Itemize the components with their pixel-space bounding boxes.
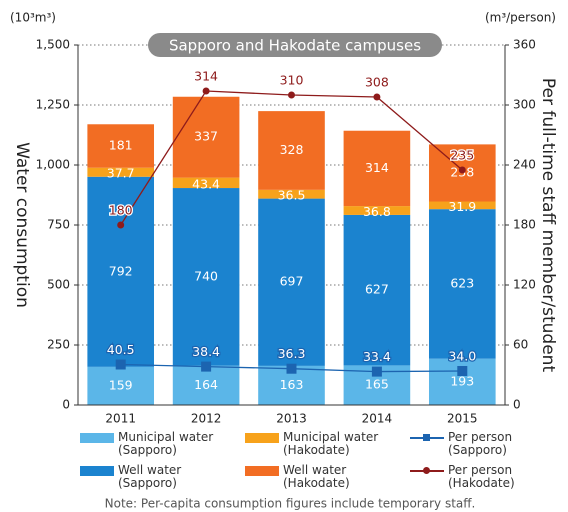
y-tick-label: 500 [47, 278, 70, 292]
y-tick-label: 1,250 [36, 98, 70, 112]
marker [457, 366, 468, 376]
marker [371, 366, 382, 377]
x-tick-label: 2013 [276, 412, 307, 426]
bar-segment [343, 214, 411, 366]
y-axis-label: Water consumption [12, 142, 32, 308]
data-label: 792 [109, 263, 133, 278]
bar-segment [87, 124, 155, 168]
y2-axis-label: Per full-time staff member/student [538, 78, 558, 373]
bar-segment [258, 198, 325, 366]
marker [373, 93, 381, 101]
y2-unit: (m³/person) [485, 11, 556, 25]
chart-title: Sapporo and Hakodate campuses [169, 37, 421, 55]
marker [458, 166, 466, 174]
legend-swatch [80, 433, 114, 443]
data-label: 193 [450, 373, 474, 388]
line-label: 38.4 [192, 344, 220, 359]
marker [117, 221, 125, 229]
bar-segment [258, 189, 325, 199]
data-label: 314 [365, 160, 389, 175]
bar-segment [172, 188, 240, 366]
legend-label: Per person (Sapporo) [448, 430, 513, 457]
data-label: 163 [280, 377, 304, 392]
line-label: 235 [450, 148, 474, 163]
bar-segment [172, 177, 240, 189]
legend-marker [423, 434, 430, 441]
y2-tick-label: 0 [513, 398, 521, 412]
legend-swatch [410, 467, 444, 474]
data-label: 31.9 [448, 199, 476, 214]
data-label: 181 [109, 137, 133, 152]
y2-tick-label: 240 [513, 158, 536, 172]
marker [202, 87, 210, 95]
legend-label: Well water (Hakodate) [283, 463, 350, 490]
legend-label: Municipal water (Sapporo) [118, 430, 214, 457]
line-label: 314 [194, 69, 218, 84]
marker [201, 361, 212, 372]
y2-tick-label: 120 [513, 278, 536, 292]
data-label: 328 [280, 142, 304, 157]
y2-tick-label: 360 [513, 38, 536, 52]
x-tick-label: 2011 [105, 412, 136, 426]
line-label: 34.0 [448, 349, 476, 364]
y-tick-label: 1,000 [36, 158, 70, 172]
bar-segment [258, 111, 325, 190]
marker [115, 359, 126, 370]
legend-swatch [245, 466, 279, 476]
data-label: 740 [194, 268, 218, 283]
x-tick-label: 2014 [362, 412, 393, 426]
bar-segment [172, 96, 240, 178]
y-unit: (10³m³) [10, 11, 56, 25]
legend-label: Per person (Hakodate) [448, 463, 515, 490]
x-tick-label: 2015 [447, 412, 478, 426]
line-label: 33.4 [363, 349, 391, 364]
y-tick-label: 1,500 [36, 38, 70, 52]
note: Note: Per-capita consumption figures inc… [105, 497, 476, 511]
bar-segment [87, 176, 155, 367]
legend-swatch [80, 466, 114, 476]
title-box [148, 33, 442, 57]
bar-segment [172, 365, 240, 405]
data-label: 37.7 [107, 166, 135, 181]
y-tick-label: 750 [47, 218, 70, 232]
data-label: 159 [109, 377, 133, 392]
y-tick-label: 0 [62, 398, 70, 412]
data-label: 623 [450, 275, 474, 290]
bar-segment [343, 206, 411, 215]
line-label: 36.3 [278, 346, 306, 361]
marker [288, 91, 295, 99]
data-label: 43.4 [192, 176, 220, 191]
line-label: 40.5 [107, 342, 135, 357]
data-label: 164 [194, 377, 218, 392]
legend-label: Municipal water (Hakodate) [283, 430, 379, 457]
data-label: 697 [280, 274, 304, 289]
data-label: 36.8 [363, 204, 391, 219]
bar-segment [343, 130, 411, 207]
line-label: 308 [365, 75, 389, 90]
line-label: 180 [109, 203, 133, 218]
legend-swatch [410, 434, 444, 441]
legend-marker [423, 467, 430, 474]
y2-tick-label: 300 [513, 98, 536, 112]
y2-tick-label: 180 [513, 218, 536, 232]
bar-segment [87, 366, 155, 405]
bar-segment [428, 201, 496, 210]
legend-label: Well water (Sapporo) [118, 463, 182, 490]
data-label: 165 [365, 377, 389, 392]
x-tick-label: 2012 [191, 412, 222, 426]
y2-tick-label: 60 [513, 338, 528, 352]
data-label: 337 [194, 129, 218, 144]
bar-segment [87, 167, 155, 177]
y-tick-label: 250 [47, 338, 70, 352]
data-label: 627 [365, 282, 389, 297]
legend-swatch [245, 433, 279, 443]
data-label: 36.5 [278, 188, 306, 203]
line-label: 310 [280, 73, 304, 88]
bar-segment [428, 209, 496, 359]
marker [286, 363, 297, 374]
